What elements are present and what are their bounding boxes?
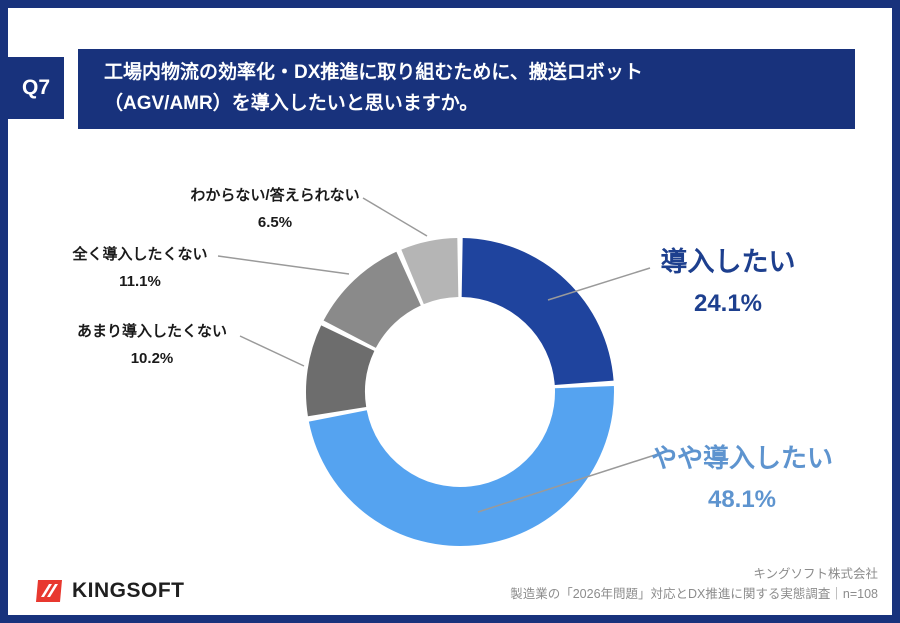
callout-unknown-value: 6.5% [257, 214, 293, 231]
chart-area: 導入したい 24.1% やや導入したい 48.1% わからない/答えられない 6… [8, 140, 892, 572]
callout-not-really-label: あまり導入したくない [76, 323, 227, 340]
question-title-banner: 工場内物流の効率化・DX推進に取り組むために、搬送ロボット （AGV/AMR）を… [78, 49, 855, 129]
question-number: Q7 [21, 76, 50, 99]
kingsoft-logo-text: KINGSOFT [72, 579, 185, 602]
survey-caption: 製造業の「2026年問題」対応とDX推進に関する実態調査｜n=108 [510, 587, 878, 601]
donut-segment-わからない/答えられない [401, 238, 459, 305]
donut-chart [305, 238, 614, 546]
callout-adopt-label: 導入したい [660, 247, 796, 277]
callout-not-at-all-value: 11.1% [119, 273, 161, 290]
company-name: キングソフト株式会社 [753, 567, 878, 581]
question-title-line-1: 工場内物流の効率化・DX推進に取り組むために、搬送ロボット [104, 62, 643, 84]
callout-unknown: わからない/答えられない 6.5% [160, 184, 390, 231]
callout-somewhat-label: やや導入したい [650, 443, 833, 473]
callout-unknown-label: わからない/答えられない [190, 187, 360, 204]
donut-segment-導入したい [461, 238, 614, 385]
question-title-line-2: （AGV/AMR）を導入したいと思いますか。 [104, 93, 479, 114]
callout-not-at-all: 全く導入したくない 11.1% [26, 243, 254, 290]
kingsoft-logo-icon [36, 580, 62, 602]
callout-not-really: あまり導入したくない 10.2% [36, 320, 268, 367]
callout-somewhat: やや導入したい 48.1% [616, 438, 868, 514]
callout-somewhat-value: 48.1% [707, 486, 777, 513]
survey-credit: キングソフト株式会社 製造業の「2026年問題」対応とDX推進に関する実態調査｜… [510, 564, 878, 604]
donut-segment-あまり導入したくない [305, 325, 375, 417]
donut-segment-全く導入したくない [323, 251, 421, 348]
callout-adopt: 導入したい 24.1% [608, 240, 848, 318]
callout-not-at-all-label: 全く導入したくない [72, 246, 208, 263]
kingsoft-logo: KINGSOFT [34, 578, 185, 604]
callout-adopt-value: 24.1% [693, 290, 763, 317]
callout-not-really-value: 10.2% [130, 350, 174, 367]
question-number-badge: Q7 [8, 57, 64, 119]
donut-segment-やや導入したい [308, 385, 614, 546]
slide-frame: Q7 工場内物流の効率化・DX推進に取り組むために、搬送ロボット （AGV/AM… [8, 8, 892, 615]
footer: KINGSOFT キングソフト株式会社 製造業の「2026年問題」対応とDX推進… [8, 564, 892, 604]
